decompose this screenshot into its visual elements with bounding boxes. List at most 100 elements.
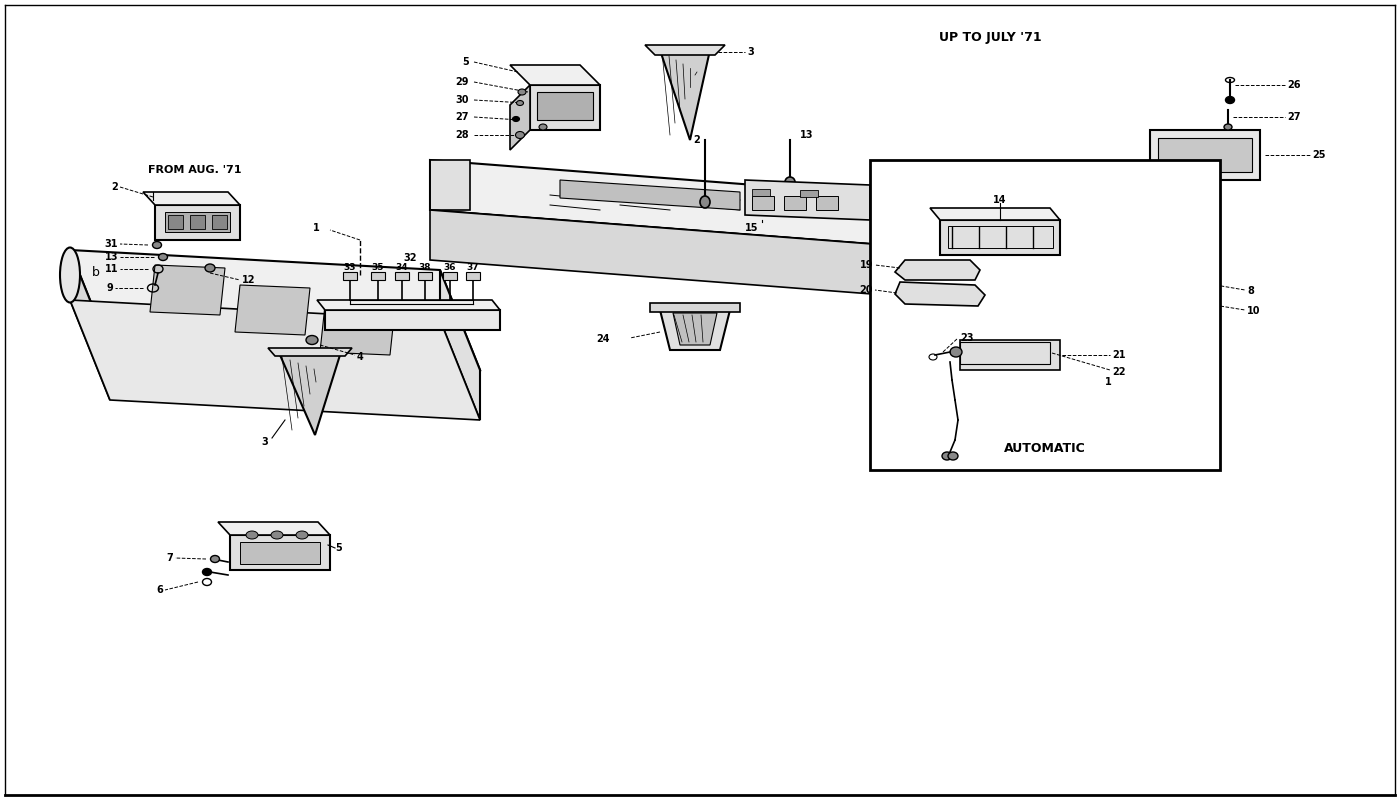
Ellipse shape [1170,286,1179,292]
Bar [168,215,183,229]
Ellipse shape [210,555,220,562]
Text: 24: 24 [596,334,610,344]
Polygon shape [895,282,986,306]
Polygon shape [510,65,601,85]
Ellipse shape [272,531,283,539]
Ellipse shape [158,254,168,261]
Ellipse shape [951,347,962,357]
Polygon shape [440,270,480,420]
Text: 6: 6 [157,585,162,595]
Ellipse shape [942,452,952,460]
Text: UP TO JULY '71: UP TO JULY '71 [938,31,1042,45]
Text: 38: 38 [419,263,431,273]
Bar [799,190,818,197]
Polygon shape [531,85,601,130]
Ellipse shape [1224,124,1232,130]
Text: 35: 35 [372,263,384,273]
Polygon shape [930,208,1060,220]
Polygon shape [745,180,869,220]
Bar [395,272,409,280]
Text: 21: 21 [1112,350,1126,360]
Bar [1158,138,1252,172]
Polygon shape [321,305,395,355]
Bar [752,196,774,210]
Polygon shape [1050,210,1079,310]
Polygon shape [70,250,111,400]
Bar [948,226,1053,248]
Ellipse shape [515,131,525,138]
Ellipse shape [948,452,958,460]
Text: 5: 5 [462,57,469,67]
Bar [239,542,321,564]
Ellipse shape [700,196,710,208]
Polygon shape [510,85,531,150]
Ellipse shape [539,124,547,130]
Polygon shape [150,265,225,315]
Polygon shape [70,250,480,370]
Text: 1: 1 [1105,377,1112,387]
Text: 13: 13 [799,130,813,140]
Text: 36: 36 [444,263,456,273]
Bar [442,272,456,280]
Text: 10: 10 [1247,306,1260,316]
Polygon shape [267,348,351,356]
Text: 13: 13 [105,252,118,262]
Polygon shape [430,160,1079,260]
Text: 27: 27 [1287,112,1301,122]
Text: 9: 9 [106,283,113,293]
Text: 4: 4 [357,352,364,362]
Text: FROM AUG. '71: FROM AUG. '71 [148,165,241,175]
Text: 25: 25 [1312,150,1326,160]
Ellipse shape [1091,260,1110,310]
Text: 1: 1 [314,223,321,233]
Bar [419,272,433,280]
Polygon shape [560,180,741,210]
Bar [538,92,594,120]
Polygon shape [430,160,470,210]
Text: 2: 2 [111,182,118,192]
Text: 34: 34 [396,263,409,273]
Text: 3: 3 [748,47,753,57]
Text: 37: 37 [466,263,479,273]
Polygon shape [325,310,500,330]
Ellipse shape [512,117,519,122]
Bar [211,215,227,229]
Ellipse shape [246,531,258,539]
Text: b: b [92,266,99,278]
Text: 7: 7 [167,553,174,563]
Ellipse shape [307,335,318,345]
Text: 2: 2 [693,135,700,145]
Polygon shape [1050,260,1100,310]
Text: 22: 22 [1112,367,1126,377]
Text: 19: 19 [860,260,874,270]
Text: 23: 23 [960,333,973,343]
Polygon shape [155,205,239,240]
Text: 14: 14 [993,195,1007,205]
Text: 3: 3 [262,437,267,447]
Ellipse shape [204,264,216,272]
Ellipse shape [203,569,211,575]
Polygon shape [143,192,239,205]
Bar [165,212,230,232]
Bar [466,272,480,280]
Polygon shape [960,340,1060,370]
Polygon shape [1149,130,1260,180]
Text: 29: 29 [455,77,469,87]
Bar [869,160,1219,470]
Text: 32: 32 [403,253,417,263]
Ellipse shape [60,247,80,302]
Bar [752,189,770,196]
Polygon shape [650,303,741,312]
Bar [371,272,385,280]
Polygon shape [230,535,330,570]
Text: 5: 5 [335,543,342,553]
Polygon shape [70,300,480,420]
Text: 20: 20 [860,285,874,295]
Ellipse shape [1225,97,1235,103]
Bar [816,196,839,210]
Polygon shape [895,260,980,280]
Text: 8: 8 [1247,286,1254,296]
Text: 28: 28 [455,130,469,140]
Text: 26: 26 [1287,80,1301,90]
Text: 31: 31 [105,239,118,249]
